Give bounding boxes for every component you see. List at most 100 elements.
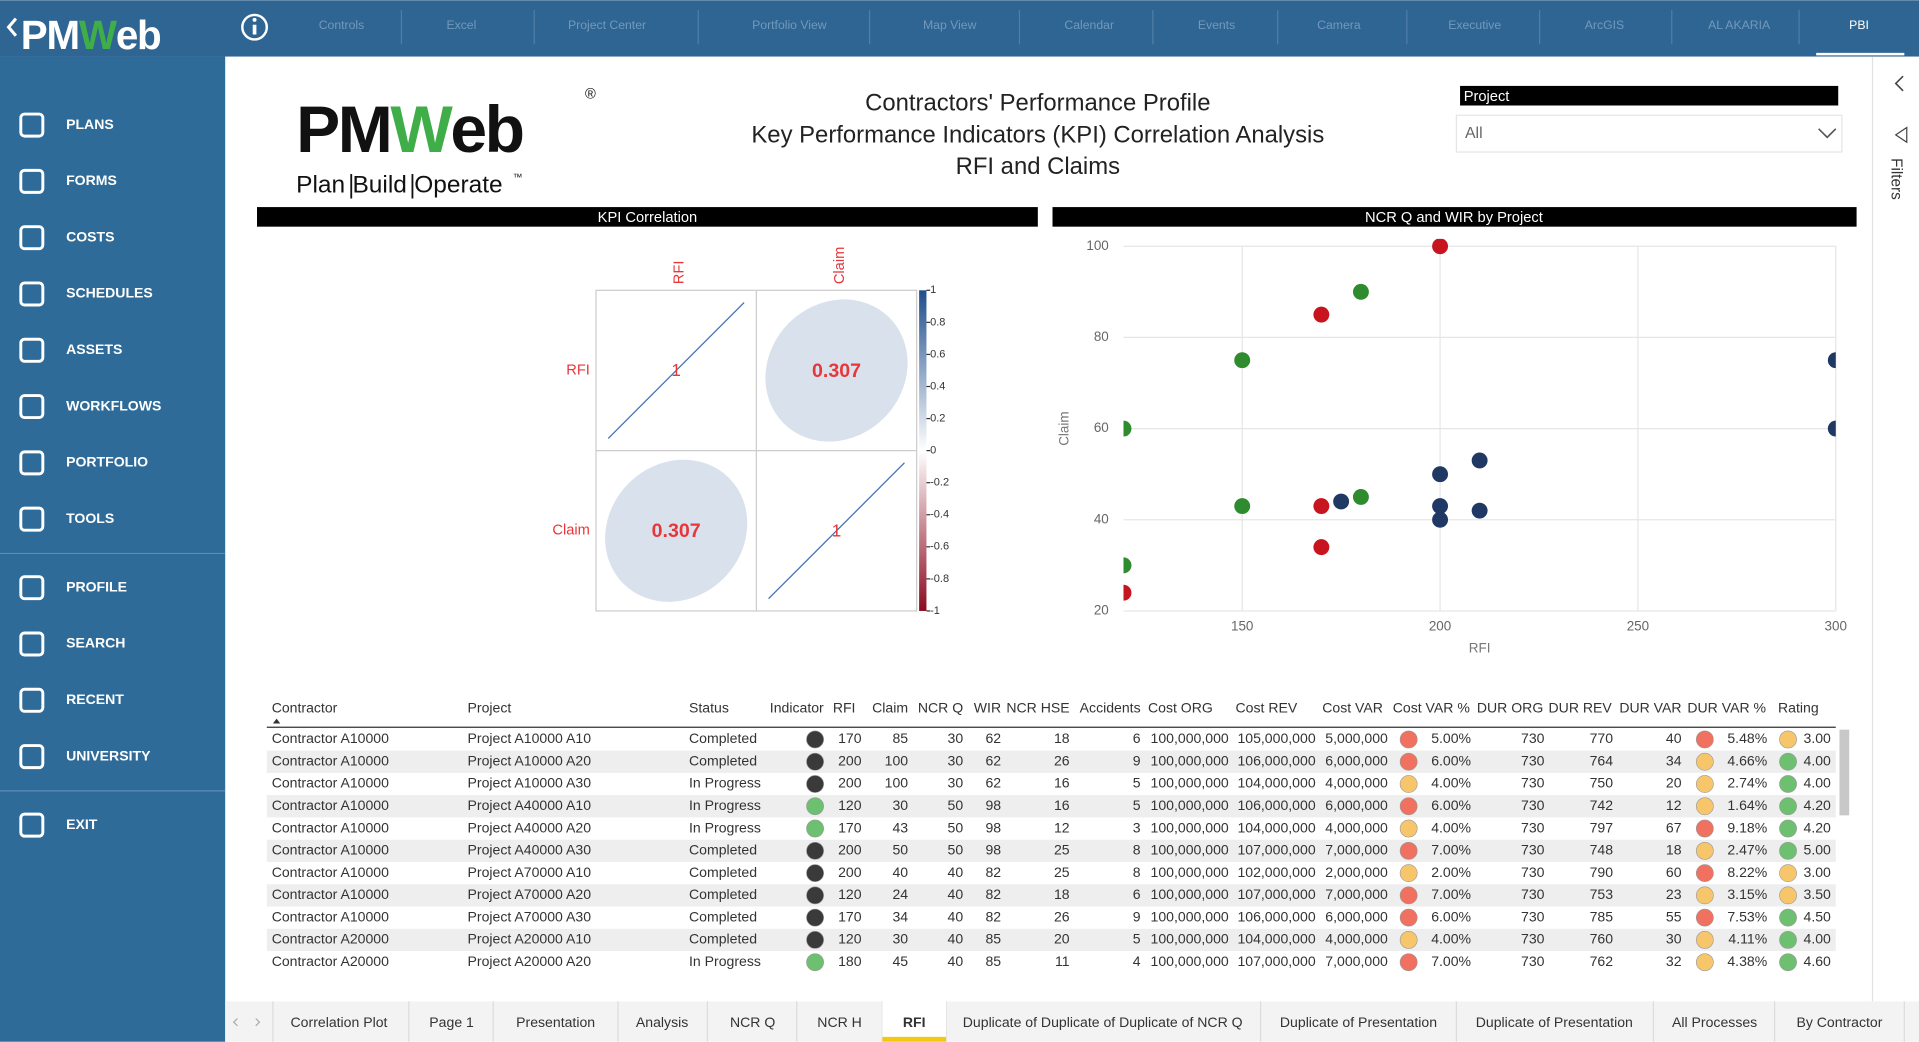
correlation-value: 0.307 bbox=[652, 520, 701, 542]
column-header[interactable]: Cost REV bbox=[1236, 700, 1298, 716]
colorbar-label: -0.8 bbox=[930, 573, 949, 585]
report-title: Contractors' Performance Profile bbox=[865, 90, 1210, 117]
top-tab[interactable]: Camera bbox=[1317, 18, 1361, 32]
filter-collapse[interactable] bbox=[1894, 75, 1904, 92]
page-tab[interactable]: NCR H bbox=[817, 1014, 862, 1030]
tab-scroll-left[interactable] bbox=[232, 1018, 238, 1027]
page-tab[interactable]: RFI bbox=[903, 1014, 926, 1030]
table-cell: 50 bbox=[948, 819, 964, 835]
column-header[interactable]: Claim bbox=[872, 700, 908, 716]
nav-item[interactable]: SEARCH bbox=[66, 635, 125, 651]
table-cell: 23 bbox=[1666, 886, 1682, 902]
column-header[interactable]: DUR REV bbox=[1549, 700, 1613, 716]
y-axis-label: Claim bbox=[1056, 411, 1071, 445]
correlation-value: 1 bbox=[671, 360, 681, 380]
nav-item[interactable]: PLANS bbox=[66, 116, 114, 132]
table-cell: 7,000,000 bbox=[1325, 886, 1388, 902]
table-cell: 25 bbox=[1054, 842, 1070, 858]
top-tab[interactable]: Events bbox=[1198, 18, 1235, 32]
back-chevron[interactable] bbox=[6, 17, 18, 37]
colorbar-label: 0.4 bbox=[930, 380, 945, 392]
table-cell: 4.00% bbox=[1431, 775, 1471, 791]
nav-item[interactable]: PROFILE bbox=[66, 578, 127, 594]
page-tab[interactable]: Presentation bbox=[516, 1014, 595, 1030]
table-cell: Completed bbox=[689, 842, 757, 858]
table-cell: 7,000,000 bbox=[1325, 953, 1388, 969]
nav-icon bbox=[19, 744, 45, 770]
top-tab[interactable]: PBI bbox=[1849, 18, 1869, 32]
table-scrollbar[interactable] bbox=[1839, 729, 1850, 816]
top-tab[interactable]: Controls bbox=[319, 18, 365, 32]
nav-item[interactable]: ASSETS bbox=[66, 341, 122, 357]
top-tab[interactable]: AL AKARIA bbox=[1708, 18, 1771, 32]
page-tab-bar bbox=[225, 1001, 1919, 1042]
column-header[interactable]: Status bbox=[689, 700, 729, 716]
status-dot bbox=[806, 797, 824, 816]
column-header[interactable]: WIR bbox=[974, 700, 1001, 716]
table-cell: 100,000,000 bbox=[1151, 864, 1229, 880]
status-dot bbox=[806, 752, 824, 771]
nav-item[interactable]: TOOLS bbox=[66, 510, 114, 526]
column-header[interactable]: DUR VAR bbox=[1619, 700, 1681, 716]
column-header[interactable]: Indicator bbox=[770, 700, 824, 716]
slicer-dropdown[interactable] bbox=[1455, 114, 1843, 153]
page-tab[interactable]: Page 1 bbox=[429, 1014, 474, 1030]
page-tab[interactable]: NCR Q bbox=[730, 1014, 775, 1030]
page-tab[interactable]: Correlation Plot bbox=[291, 1014, 388, 1030]
scatter-point bbox=[1432, 511, 1449, 528]
page-tab[interactable]: Duplicate of Presentation bbox=[1280, 1014, 1437, 1030]
nav-item[interactable]: SCHEDULES bbox=[66, 285, 153, 301]
column-header[interactable]: Cost VAR bbox=[1322, 700, 1383, 716]
nav-item[interactable]: COSTS bbox=[66, 228, 114, 244]
column-header[interactable]: DUR ORG bbox=[1477, 700, 1543, 716]
page-tab[interactable]: Duplicate of Duplicate of Duplicate of N… bbox=[963, 1014, 1243, 1030]
nav-item[interactable]: RECENT bbox=[66, 691, 124, 707]
top-tab[interactable]: Project Center bbox=[568, 18, 646, 32]
table-cell: 1.64% bbox=[1727, 797, 1767, 813]
status-dot bbox=[1779, 931, 1797, 949]
column-header[interactable]: Rating bbox=[1778, 700, 1819, 716]
nav-item[interactable]: UNIVERSITY bbox=[66, 747, 151, 763]
nav-item[interactable]: WORKFLOWS bbox=[66, 397, 161, 413]
slicer-value[interactable]: All bbox=[1465, 125, 1483, 142]
top-tab[interactable]: Executive bbox=[1448, 18, 1501, 32]
column-header[interactable]: Accidents bbox=[1080, 700, 1141, 716]
top-tab[interactable]: Excel bbox=[446, 18, 476, 32]
tab-scroll-right[interactable] bbox=[255, 1018, 261, 1027]
info-icon[interactable] bbox=[241, 13, 269, 41]
page-tab[interactable]: All Processes bbox=[1672, 1014, 1757, 1030]
page-tab[interactable]: Analysis bbox=[636, 1014, 688, 1030]
colorbar-label: -1 bbox=[930, 605, 940, 617]
top-tab[interactable]: Portfolio View bbox=[752, 18, 827, 32]
table-cell: 2.74% bbox=[1727, 775, 1767, 791]
column-header[interactable]: Cost VAR % bbox=[1393, 700, 1470, 716]
column-header[interactable]: Project bbox=[468, 700, 512, 716]
table-cell: 30 bbox=[948, 775, 964, 791]
column-header[interactable]: RFI bbox=[833, 700, 856, 716]
scatter-point bbox=[1827, 420, 1836, 437]
column-header[interactable]: NCR HSE bbox=[1006, 700, 1069, 716]
table-cell: 82 bbox=[985, 908, 1001, 924]
nav-item[interactable]: FORMS bbox=[66, 172, 117, 188]
nav-item[interactable]: EXIT bbox=[66, 816, 98, 832]
column-header[interactable]: DUR VAR % bbox=[1687, 700, 1766, 716]
nav-item[interactable]: PORTFOLIO bbox=[66, 454, 148, 470]
page-tab[interactable]: By Contractor bbox=[1796, 1014, 1882, 1030]
top-tab[interactable]: Calendar bbox=[1064, 18, 1114, 32]
page-tab[interactable]: Duplicate of Presentation bbox=[1476, 1014, 1633, 1030]
table-cell: 750 bbox=[1590, 775, 1614, 791]
column-header[interactable]: NCR Q bbox=[918, 700, 963, 716]
column-header[interactable]: Cost ORG bbox=[1148, 700, 1213, 716]
table-cell: 120 bbox=[838, 797, 862, 813]
status-dot bbox=[1779, 886, 1797, 905]
colorbar-label: -0.4 bbox=[930, 509, 949, 521]
table-cell: Completed bbox=[689, 908, 757, 924]
top-tab[interactable]: Map View bbox=[923, 18, 977, 32]
status-dot bbox=[1695, 752, 1714, 771]
active-tab-marker bbox=[882, 1036, 947, 1042]
top-tab[interactable]: ArcGIS bbox=[1585, 18, 1624, 32]
nav-icon bbox=[19, 506, 45, 532]
column-header[interactable]: Contractor bbox=[272, 700, 338, 716]
table-cell: 107,000,000 bbox=[1237, 886, 1315, 902]
filter-pane-label[interactable]: Filters bbox=[1888, 158, 1905, 200]
